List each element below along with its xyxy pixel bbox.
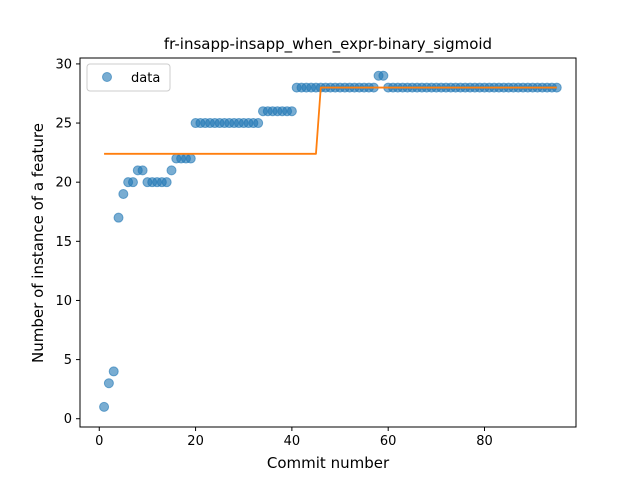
y-tick-label: 5 (64, 353, 72, 368)
data-point (118, 189, 129, 200)
data-point (253, 118, 264, 129)
data-point (127, 177, 138, 188)
y-tick-label: 25 (55, 117, 72, 132)
data-point (185, 153, 196, 164)
data-point (99, 401, 110, 412)
axes-frame (79, 57, 577, 428)
y-tick-label: 10 (55, 294, 72, 309)
fit-line (104, 86, 557, 155)
axes: 0 20 40 60 80 0 5 10 15 20 25 30 (55, 57, 577, 449)
data-point (378, 70, 389, 81)
data-point (286, 106, 297, 117)
data-point (113, 212, 124, 223)
data-point (137, 165, 148, 176)
x-tick-label: 40 (284, 434, 301, 449)
y-tick-label: 30 (55, 57, 72, 72)
data-point (161, 177, 172, 188)
data-point (166, 165, 177, 176)
y-axis-label: Number of instance of a feature (29, 123, 47, 363)
y-tick-label: 15 (55, 235, 72, 250)
x-tick-label: 60 (380, 434, 397, 449)
legend-marker-data (102, 72, 112, 82)
y-tick-label: 20 (55, 176, 72, 191)
x-tick-label: 80 (476, 434, 493, 449)
data-point (108, 366, 119, 377)
data-point (103, 378, 114, 389)
plot-area (99, 70, 562, 412)
y-tick-label: 0 (64, 412, 72, 427)
x-axis-label: Commit number (267, 454, 390, 472)
x-tick-label: 0 (95, 434, 103, 449)
legend-frame (86, 63, 171, 92)
x-tick-label: 20 (187, 434, 204, 449)
legend-label-data: data (131, 71, 160, 86)
chart-title: fr-insapp-insapp_when_expr-binary_sigmoi… (164, 35, 492, 54)
legend: data (86, 63, 171, 92)
